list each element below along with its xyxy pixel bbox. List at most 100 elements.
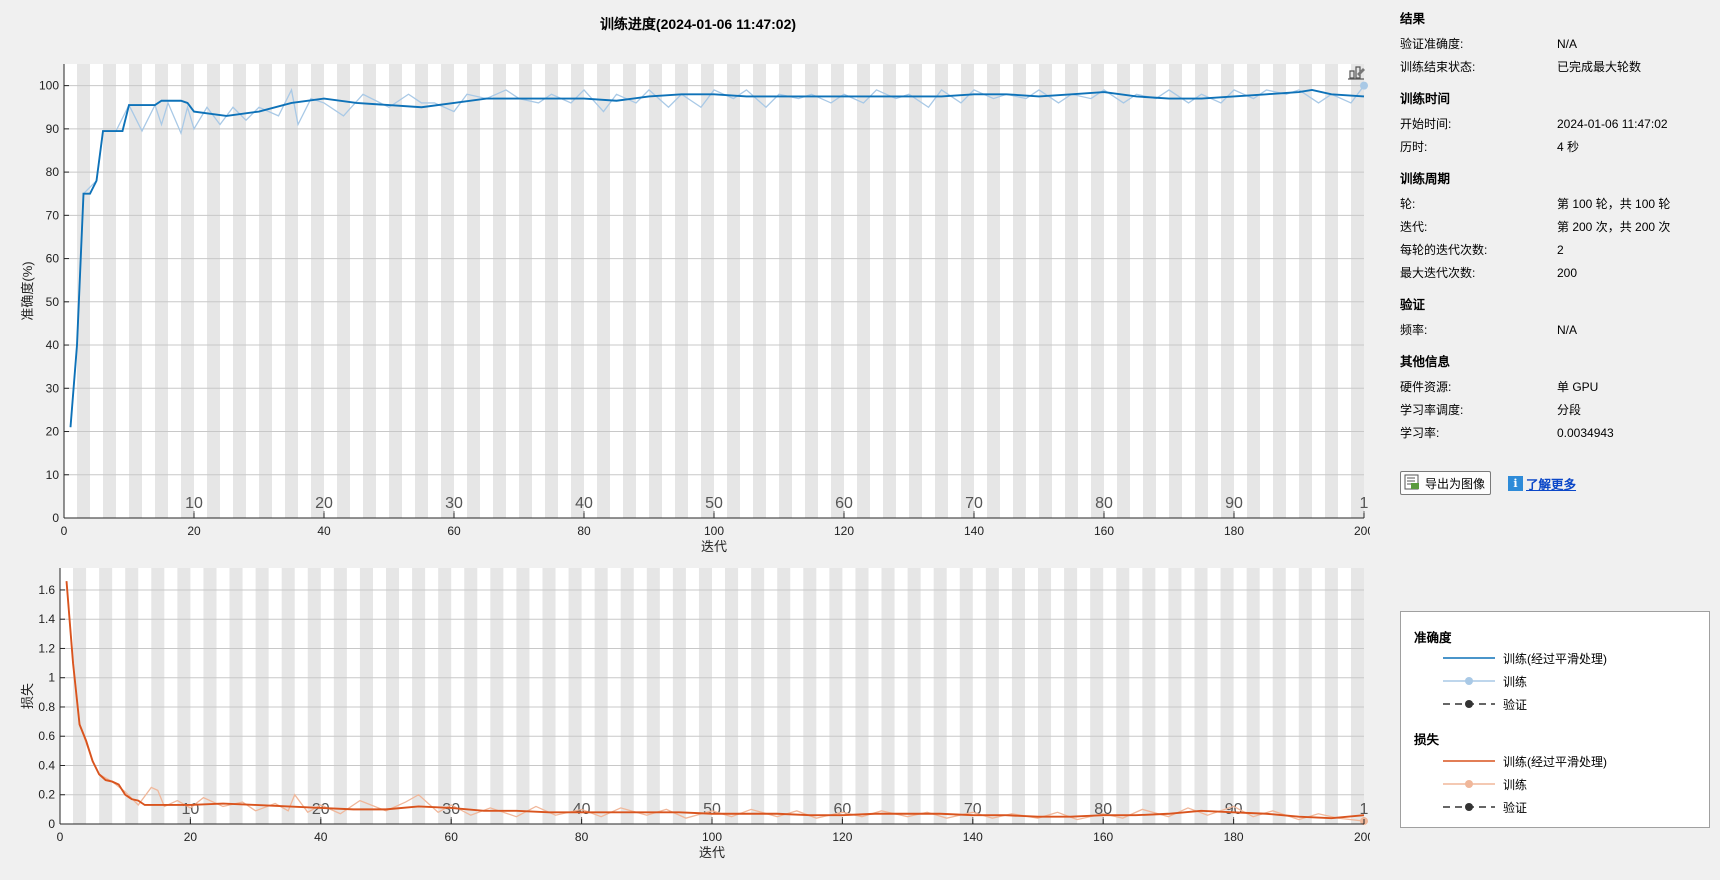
info-row: 硬件资源: 单 GPU [1400,380,1599,394]
y-tick-label: 0 [52,511,59,525]
epoch-band [311,64,324,518]
epoch-label: 80 [1095,495,1113,512]
info-row: 训练结束状态: 已完成最大轮数 [1400,60,1642,74]
x-tick-label: 160 [1093,830,1113,844]
epoch-band [751,568,765,824]
x-tick-label: 100 [704,524,724,538]
train-smoothed-line [65,581,1365,820]
epoch-band [649,64,662,518]
epoch-label: 30 [445,495,463,512]
epoch-band [701,64,714,518]
x-tick-label: 200 [1354,830,1370,844]
epoch-band [1325,64,1338,518]
epoch-label: 90 [1225,495,1243,512]
epoch-band [597,64,610,518]
epoch-band [961,64,974,518]
epoch-band [415,64,428,518]
epoch-band [255,568,269,824]
epoch-band [907,568,921,824]
epoch-band [725,568,739,824]
export-as-image-button[interactable]: 导出为图像 [1400,471,1492,495]
x-tick-label: 200 [1354,524,1370,538]
epoch-band [229,568,243,824]
epoch-label: 30 [442,801,460,818]
y-tick-label: 0.4 [38,758,55,772]
epoch-band [233,64,246,518]
epoch-band [1299,64,1312,518]
epoch-band [307,568,321,824]
smoothed-line-icon [1443,657,1495,659]
epoch-band [545,64,558,518]
epoch-band [985,568,999,824]
epoch-label: 50 [705,495,723,512]
epoch-band [99,568,113,824]
legend-item: 训练 [1443,775,1527,793]
epoch-band [675,64,688,518]
legend: 准确度 训练(经过平滑处理) 训练 验证 损失 训练(经过平滑处理) 训练 验证 [1400,611,1710,828]
x-tick-label: 140 [964,524,984,538]
epoch-band [1195,64,1208,518]
legend-item: 训练 [1443,672,1527,690]
epoch-band [672,568,686,824]
epoch-band [467,64,480,518]
epoch-band [129,64,142,518]
epoch-band [594,568,608,824]
smoothed-line-icon [1443,760,1495,762]
export-axes-icon[interactable] [1348,66,1365,80]
y-tick-label: 20 [46,425,60,439]
epoch-band [646,568,660,824]
epoch-band [753,64,766,518]
train-smoothed-line [69,88,1365,428]
export-image-icon [1404,474,1420,493]
x-tick-label: 80 [577,524,591,538]
validation-line-icon [1443,700,1495,708]
other-info-heading: 其他信息 [1400,355,1451,369]
x-tick-label: 120 [834,524,854,538]
info-row: 每轮的迭代次数: 2 [1400,242,1564,258]
info-row: 最大迭代次数: 200 [1400,265,1578,281]
epoch-band [1350,568,1364,824]
x-tick-label: 140 [963,830,983,844]
epoch-band [1090,568,1104,824]
validation-heading: 验证 [1400,298,1426,312]
epoch-band [177,568,191,824]
x-tick-label: 100 [702,830,722,844]
epoch-band [490,568,504,824]
x-tick-label: 160 [1094,524,1114,538]
legend-loss-heading: 损失 [1414,733,1440,747]
epoch-band [1220,568,1234,824]
y-tick-label: 1 [48,671,55,685]
info-row: 验证准确度: N/A [1400,36,1578,52]
epoch-band [1324,568,1338,824]
epoch-label: 10 [185,495,203,512]
epoch-band [542,568,556,824]
epoch-band [987,64,1000,518]
y-axis-label: 损失 [20,683,35,709]
y-tick-label: 1.2 [38,641,55,655]
learn-more-link[interactable]: i 了解更多 [1508,474,1576,493]
epoch-band [779,64,792,518]
epoch-band [359,568,373,824]
chart-title: 训练进度(2024-01-06 11:47:02) [600,16,796,32]
epoch-band [1298,568,1312,824]
epoch-band [777,568,791,824]
epoch-band [727,64,740,518]
epoch-band [412,568,426,824]
info-row: 频率: N/A [1400,322,1578,338]
epoch-band [386,568,400,824]
epoch-band [1194,568,1208,824]
epoch-band [285,64,298,518]
y-tick-label: 0.2 [38,788,55,802]
epoch-band [1116,568,1130,824]
epoch-band [857,64,870,518]
x-tick-label: 40 [314,830,328,844]
legend-item: 训练(经过平滑处理) [1443,752,1607,770]
epoch-band [909,64,922,518]
epoch-band [620,568,634,824]
epoch-band [333,568,347,824]
x-tick-label: 120 [832,830,852,844]
epoch-band [1064,568,1078,824]
epoch-band [1247,64,1260,518]
epoch-band [805,64,818,518]
x-tick-label: 60 [445,830,459,844]
